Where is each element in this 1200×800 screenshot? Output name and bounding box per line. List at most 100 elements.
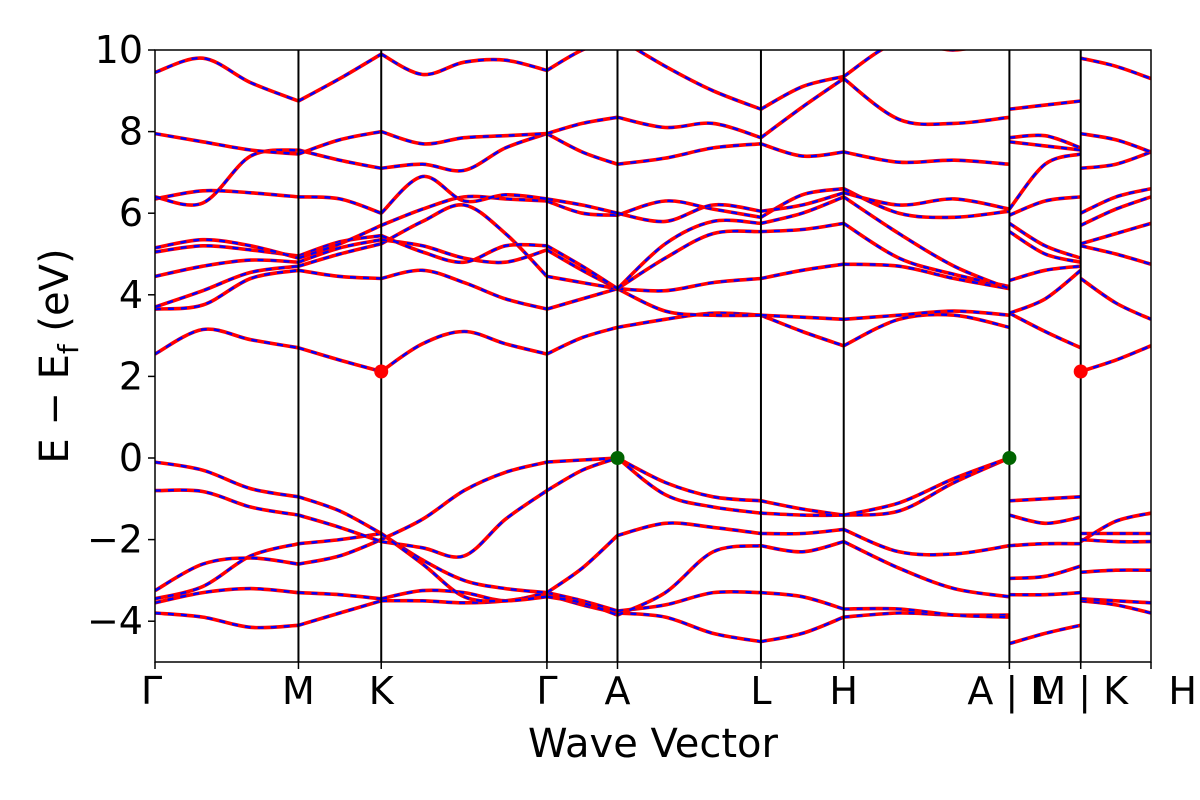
band-line-spin-up [1008,268,1082,315]
band-line-spin-down [760,314,844,321]
band-line-spin-up [1009,590,1081,597]
cbm-marker [1073,364,1088,379]
band-line-spin-up [1009,541,1081,548]
x-tick-label: H [829,669,858,713]
band-line-spin-down [298,242,382,268]
band-line-spin-up [1080,221,1151,246]
band-edge-markers [374,364,1088,465]
band-line-spin-down [843,50,965,78]
band-line-spin-up [546,115,618,136]
band-line-spin-up [617,202,762,224]
y-tick-label: 2 [119,354,143,398]
band-line-spin-down [760,187,844,219]
band-line-spin-down [155,56,299,103]
band-line-spin-down [380,53,548,76]
band-line-spin-up [1009,495,1081,503]
band-line-spin-down [843,222,1010,288]
band-line-spin-down [298,346,382,373]
y-axis-title-unit: (eV) [32,248,78,344]
band-line-spin-down [843,611,1010,619]
band-line-spin-down [380,130,547,146]
band-line-spin-down [546,248,619,290]
band-line-spin-down [760,591,845,611]
band-line-spin-down [843,309,1010,321]
band-line-spin-down [298,538,382,566]
band-line-spin-down [760,191,845,213]
band-line-spin-down [843,150,1010,166]
band-line-spin-up [616,229,761,291]
x-tick-label: L [750,669,771,713]
band-line-spin-up [1009,99,1081,111]
band-line-spin-down [760,75,844,111]
band-line-spin-down [760,142,844,158]
band-line-spin-down [298,599,382,627]
band-line-spin-down [155,269,299,311]
band-line-spin-up [155,460,299,499]
x-tick-label: A [604,669,630,713]
band-line-spin-up [155,188,299,201]
band-line-spin-up [1080,244,1151,266]
x-axis-title: Wave Vector [528,721,779,767]
band-line-spin-down [155,542,299,600]
band-line-spin-up [546,590,618,613]
band-line-spin-down [843,191,1010,211]
band-line-spin-up [155,131,299,156]
band-line-spin-up [155,258,299,279]
band-line-spin-down [760,263,844,280]
band-line-spin-down [298,234,382,258]
band-line-spin-up [155,586,299,605]
band-line-spin-down [298,513,382,543]
band-line-spin-up [1080,599,1151,615]
band-line-spin-up [617,611,762,644]
band-line-spin-down [381,593,548,604]
x-tick-label: Γ [536,669,557,713]
band-line-spin-down [616,457,762,515]
band-line-spin-up [155,264,299,309]
y-tick-label: 6 [119,191,143,235]
band-line-spin-down [155,327,299,356]
band-line-spin-up [155,237,299,260]
band-lines [155,50,1151,646]
band-line-spin-down [843,607,1010,619]
band-line-spin-down [760,314,845,347]
band-line-spin-up [1080,568,1151,574]
band-line-spin-down [1008,312,1082,349]
band-line-spin-up [617,521,762,538]
band-line-spin-up [1009,564,1082,581]
band-line-spin-down [546,287,618,311]
x-axis-ticks: Γ M K Γ A L H A | LM | K H [141,662,1197,714]
band-line-spin-down [760,195,845,225]
band-line-spin-down [760,222,844,233]
band-line-spin-up [1080,56,1151,81]
y-axis-title-main: E − E [32,354,78,464]
band-line-spin-down [546,326,618,356]
band-line-spin-down [155,556,299,592]
x-tick-label: H [1168,669,1197,713]
band-line-spin-up [1080,537,1151,544]
band-line-spin-up [546,594,619,617]
band-line-spin-down [760,528,844,536]
band-line-spin-down [381,238,548,264]
band-line-spin-up [616,199,762,220]
band-line-spin-up [1008,513,1082,526]
band-line-spin-down [380,234,547,264]
band-line-spin-down [298,130,382,156]
band-line-spin-down [843,540,1010,598]
band-line-spin-up [546,274,618,291]
band-line-spin-down [546,132,618,166]
band-line-spin-down [1080,187,1151,215]
band-line-spin-down [546,244,619,290]
band-line-spin-down [1008,152,1082,210]
y-tick-label: −4 [87,599,143,643]
band-line-spin-up [759,77,845,140]
band-line-spin-down [760,499,844,517]
band-line-spin-up [617,589,761,613]
band-line-spin-up [297,52,383,103]
band-line-spin-down [298,238,382,264]
band-line-spin-down [381,489,548,559]
band-line-spin-up [617,115,762,140]
y-axis-title-subscript: f [52,343,85,354]
band-line-spin-down [843,313,1010,347]
band-line-spin-down [1080,511,1151,543]
